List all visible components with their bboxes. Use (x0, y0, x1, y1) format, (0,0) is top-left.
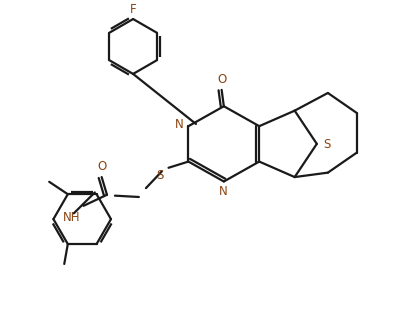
Text: S: S (156, 169, 164, 182)
Text: F: F (130, 3, 136, 16)
Text: N: N (175, 118, 184, 131)
Text: O: O (217, 73, 226, 86)
Text: NH: NH (62, 211, 80, 224)
Text: N: N (219, 185, 228, 198)
Text: O: O (97, 159, 106, 173)
Text: S: S (323, 138, 331, 151)
